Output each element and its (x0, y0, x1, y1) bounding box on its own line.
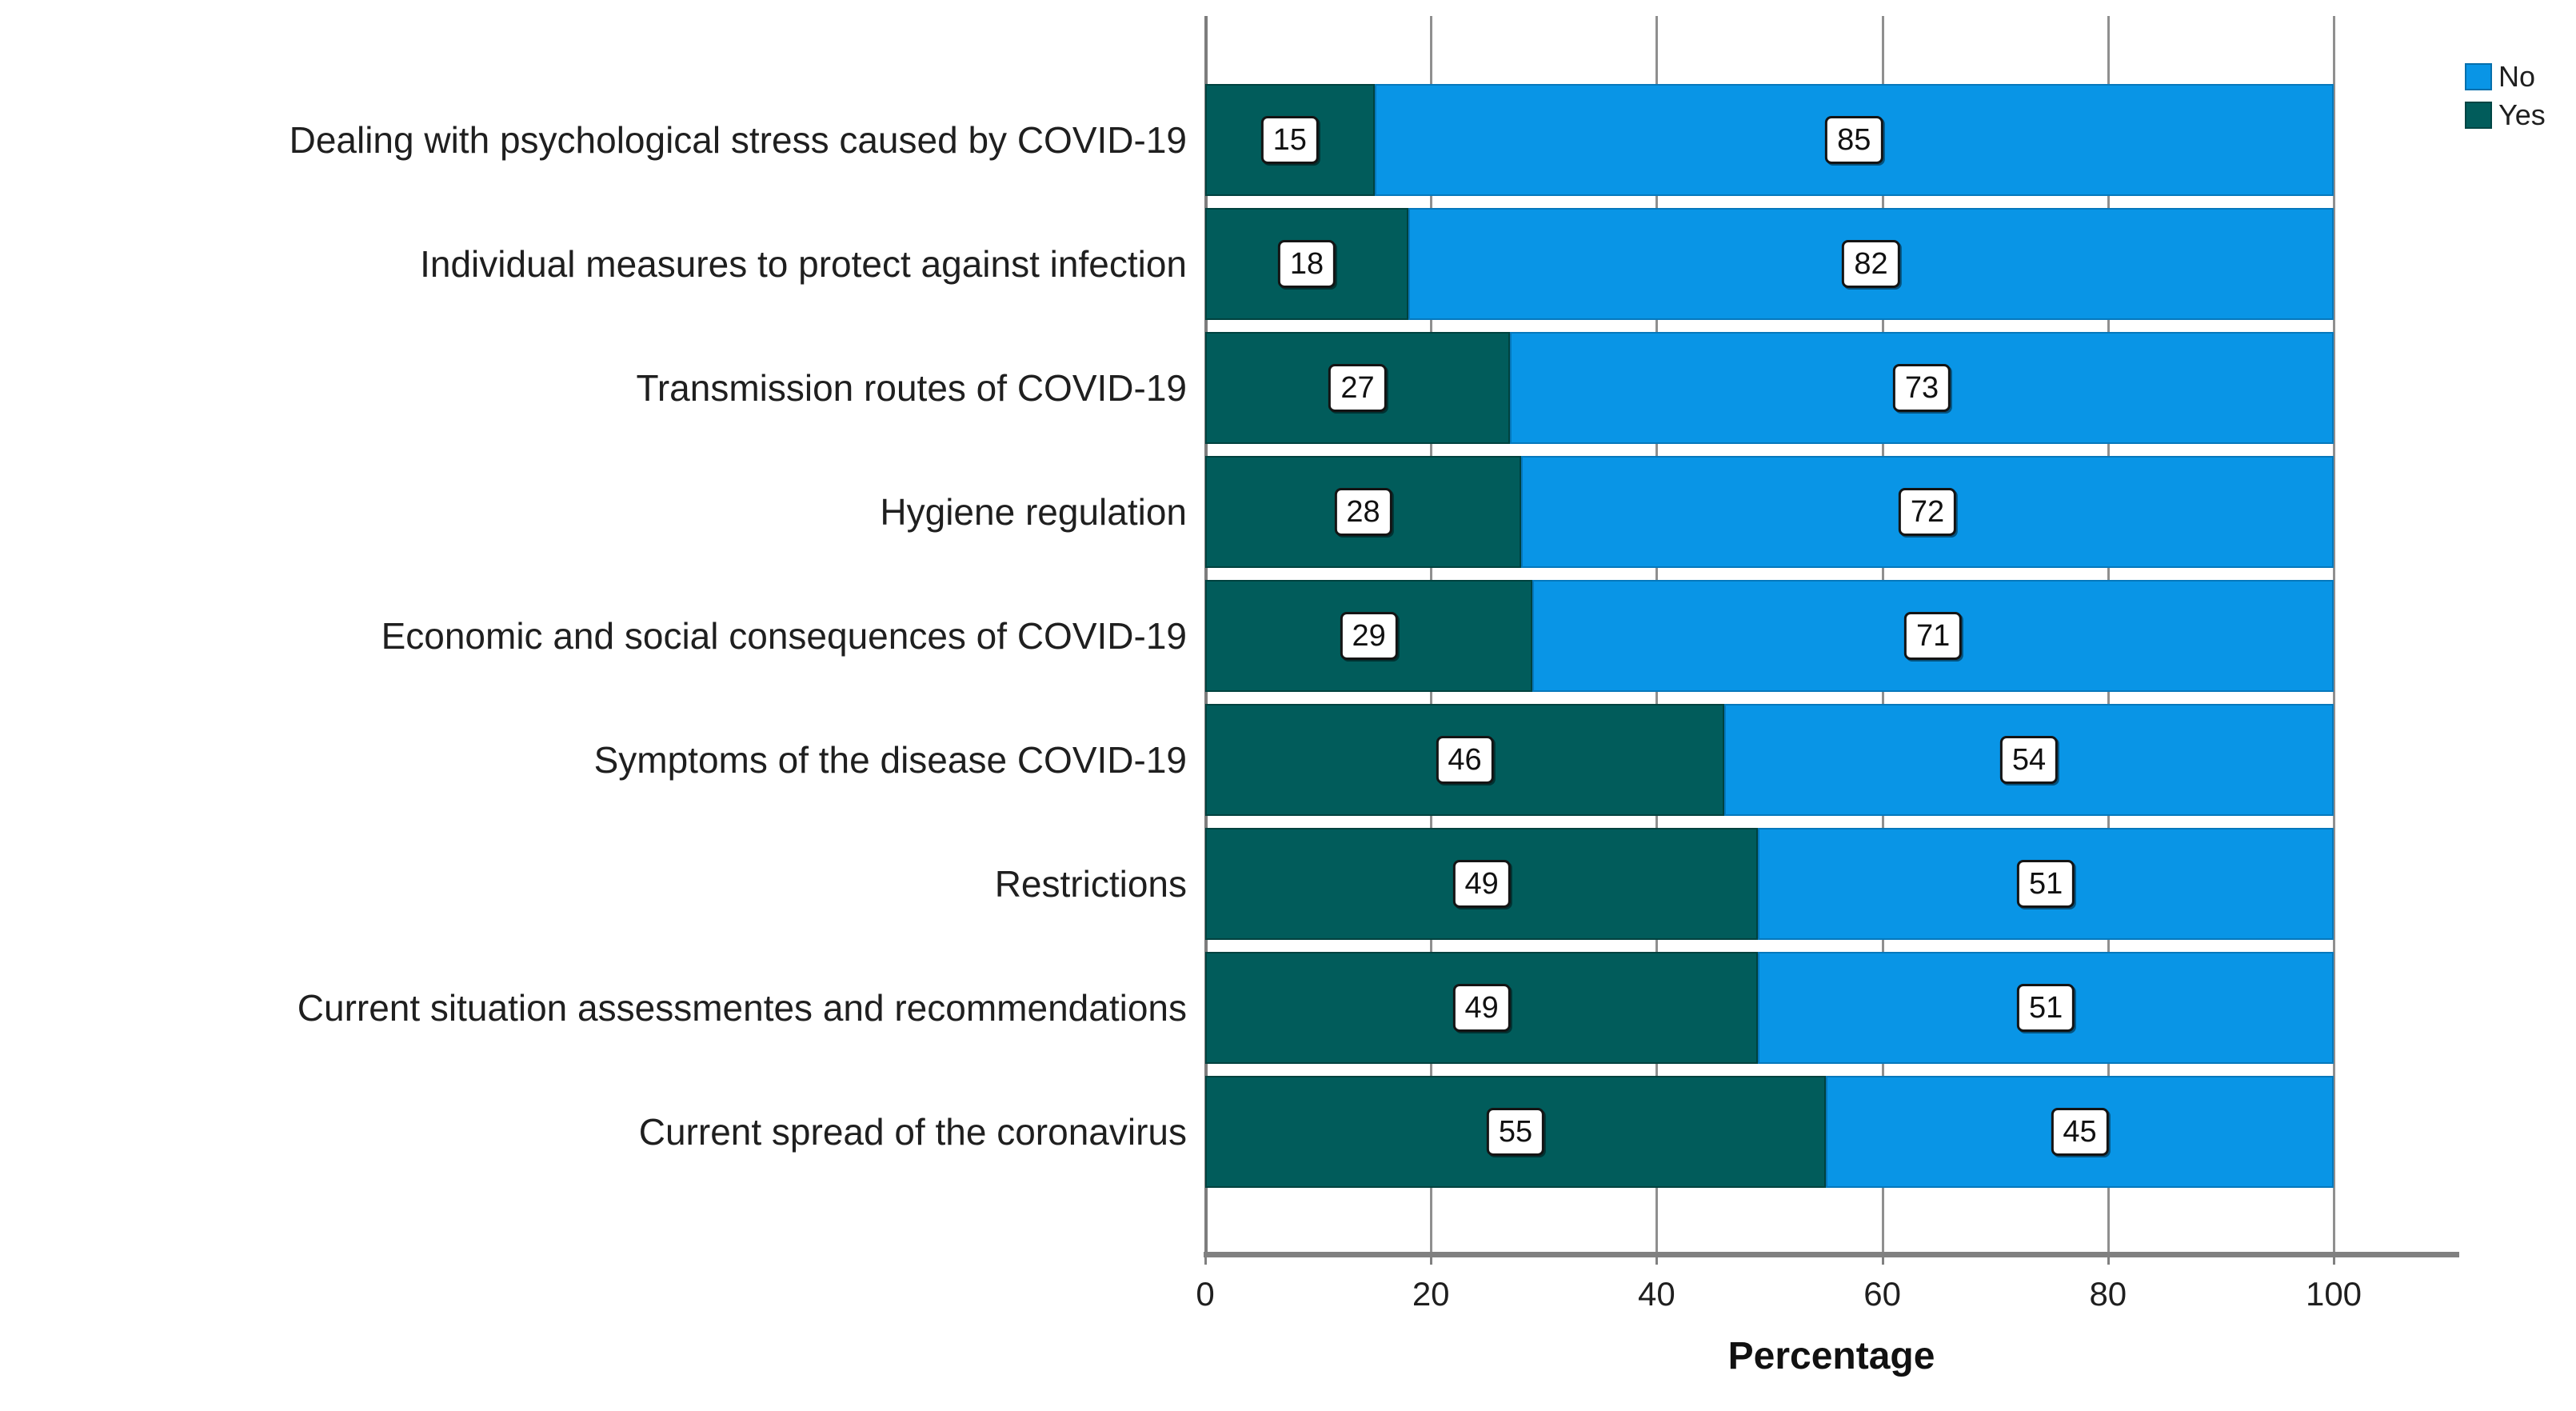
x-tick-mark (1430, 1252, 1433, 1265)
bar-row (1205, 1076, 2334, 1188)
value-label: 27 (1328, 364, 1387, 412)
value-label: 18 (1277, 240, 1336, 288)
x-tick-label: 100 (2305, 1275, 2362, 1313)
legend: No Yes (2465, 58, 2546, 134)
value-label: 82 (1842, 240, 1900, 288)
x-tick-label: 20 (1412, 1275, 1450, 1313)
x-tick-mark (1204, 1252, 1207, 1265)
value-label: 49 (1452, 860, 1511, 908)
legend-swatch-yes (2465, 102, 2492, 129)
category-label: Dealing with psychological stress caused… (289, 119, 1187, 161)
category-label: Individual measures to protect against i… (420, 243, 1187, 285)
bar-row (1205, 84, 2334, 196)
value-label: 55 (1486, 1108, 1545, 1156)
x-axis-line (1204, 1252, 2459, 1257)
bar-row (1205, 952, 2334, 1064)
bar-row (1205, 208, 2334, 320)
value-label: 72 (1898, 488, 1957, 536)
x-axis-title: Percentage (1727, 1335, 1935, 1377)
category-label: Economic and social consequences of COVI… (381, 615, 1187, 657)
category-label: Hygiene regulation (880, 491, 1187, 533)
value-label: 51 (2017, 984, 2075, 1032)
category-label: Transmission routes of COVID-19 (636, 367, 1187, 409)
x-tick-label: 40 (1638, 1275, 1675, 1313)
legend-swatch-no (2465, 63, 2492, 90)
x-tick-label: 0 (1196, 1275, 1215, 1313)
value-label: 85 (1825, 116, 1883, 164)
x-tick-mark (2107, 1252, 2110, 1265)
x-tick-label: 80 (2089, 1275, 2127, 1313)
category-label: Current spread of the coronavirus (638, 1111, 1187, 1153)
gridline-100 (2333, 16, 2335, 1254)
bar-row (1205, 580, 2334, 692)
legend-entry-yes: Yes (2465, 96, 2546, 134)
category-label: Symptoms of the disease COVID-19 (593, 739, 1187, 781)
value-label: 46 (1436, 736, 1494, 784)
category-label: Restrictions (994, 863, 1187, 905)
legend-label: No (2498, 60, 2536, 93)
value-label: 15 (1260, 116, 1319, 164)
bar-row (1205, 704, 2334, 816)
legend-entry-no: No (2465, 58, 2546, 96)
x-tick-mark (1655, 1252, 1659, 1265)
value-label: 29 (1340, 612, 1398, 660)
value-label: 45 (2051, 1108, 2109, 1156)
category-label: Current situation assessmentes and recom… (297, 987, 1187, 1029)
value-label: 51 (2017, 860, 2075, 908)
legend-label: Yes (2498, 98, 2546, 131)
bar-row (1205, 828, 2334, 940)
value-label: 49 (1452, 984, 1511, 1032)
value-label: 73 (1892, 364, 1951, 412)
x-tick-mark (1881, 1252, 1884, 1265)
x-tick-label: 60 (1863, 1275, 1901, 1313)
x-tick-mark (2333, 1252, 2335, 1265)
value-label: 71 (1903, 612, 1963, 660)
value-label: 28 (1334, 488, 1392, 536)
value-label: 54 (1999, 736, 2059, 784)
bar-row (1205, 332, 2334, 444)
